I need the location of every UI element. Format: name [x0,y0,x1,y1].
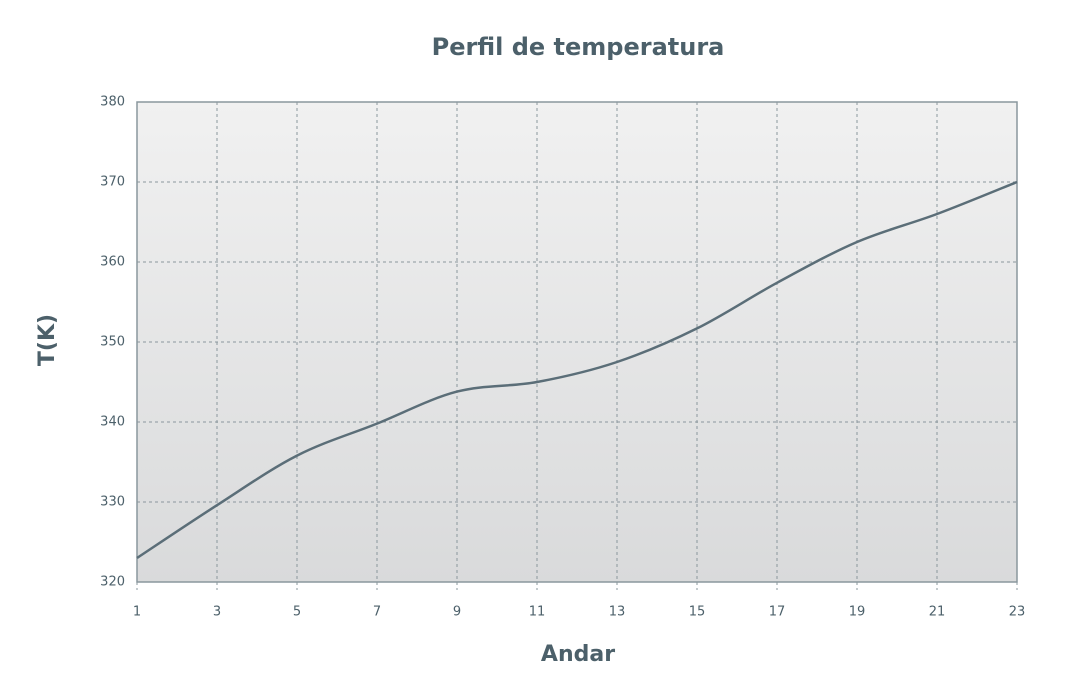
data-line [136,180,1018,560]
x-tick-label: 7 [373,605,381,620]
x-tick-label: 23 [1009,605,1026,620]
y-tick-label: 340 [100,415,125,430]
x-tick-label: 15 [689,605,706,620]
x-tick-label: 21 [929,605,946,620]
y-tick-label: 360 [100,255,125,270]
y-axis-label: T(K) [35,314,60,366]
x-tick-label: 9 [453,605,461,620]
x-tick-label: 5 [293,605,301,620]
chart-title: Perfil de temperatura [432,33,725,61]
x-tick-label: 1 [133,605,141,620]
y-tick-label: 320 [100,575,125,590]
x-tick-label: 11 [529,605,546,620]
x-tick-label: 3 [213,605,221,620]
y-tick-label: 350 [100,335,125,350]
y-tick-label: 330 [100,495,125,510]
x-tick-label: 17 [769,605,786,620]
x-tick-label: 13 [609,605,626,620]
y-tick-label: 380 [100,95,125,110]
x-tick-label: 19 [849,605,866,620]
x-axis-label: Andar [541,642,615,667]
y-tick-label: 370 [100,175,125,190]
